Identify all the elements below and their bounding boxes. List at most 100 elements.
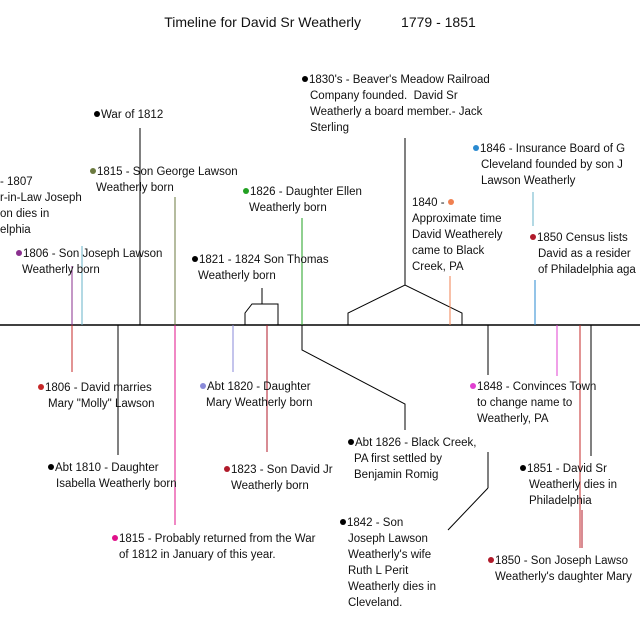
- event-black-creek-line3: Benjamin Romig: [354, 469, 439, 481]
- event-dau-isabella-line2: Isabella Weatherly born: [56, 478, 177, 490]
- event-son-joseph-line1: 1806 - Son Joseph Lawson: [23, 248, 163, 260]
- event-wife-dies-line6: Cleveland.: [348, 597, 403, 609]
- event-dau-ellen-line2: Weatherly born: [249, 202, 327, 214]
- event-son-david-jr: 1823 - Son David Jr Weatherly born: [224, 462, 333, 494]
- event-insurance-line3: Lawson Weatherly: [481, 175, 576, 187]
- event-war1812: War of 1812: [94, 107, 163, 123]
- event-town-dot: [470, 383, 476, 389]
- event-death1851-dot: [520, 465, 526, 471]
- event-death1851-line3: Philadelphia: [529, 495, 592, 507]
- event-dau-isabella: Abt 1810 - Daughter Isabella Weatherly bo…: [48, 460, 177, 492]
- event-insurance-line1: 1846 - Insurance Board of G: [480, 143, 626, 155]
- event-married-line2: Mary "Molly" Lawson: [48, 398, 155, 410]
- event-son-joseph: 1806 - Son Joseph Lawson Weatherly born: [16, 246, 162, 278]
- connector-black-creek: [301, 325, 406, 430]
- event-dau-mary-line2: Mary Weatherly born: [206, 397, 313, 409]
- event-son-george-dot: [90, 168, 96, 174]
- event-war1812-dot: [94, 111, 100, 117]
- event-son-david-jr-dot: [224, 466, 230, 472]
- event-census1850-line3: of Philadelphia aga: [538, 264, 636, 276]
- event-wife-dies-line2: Joseph Lawson: [348, 533, 428, 545]
- event-came1840-dot: [447, 199, 454, 205]
- event-returned: 1815 - Probably returned from the War of …: [112, 531, 315, 563]
- event-dau-ellen: 1826 - Daughter Ellen Weatherly born: [243, 184, 362, 216]
- event-census1850: 1850 Census lists David as a resider of Ph…: [530, 230, 636, 278]
- event-wife-dies-line4: Ruth L Perit: [348, 565, 409, 577]
- event-census1850-dot: [530, 234, 536, 240]
- event-railroad-line4: Sterling: [310, 122, 349, 134]
- event-son-david-jr-line1: 1823 - Son David Jr: [231, 464, 333, 476]
- event-wife-dies-line5: Weatherly dies in: [348, 581, 436, 593]
- event-came1840-line1: 1840 -: [412, 197, 445, 209]
- event-inlaw-line4: elphia: [0, 224, 31, 236]
- page-title: Timeline for David Sr Weatherly 1779 - 18…: [0, 14, 640, 30]
- event-railroad-dot: [302, 76, 308, 82]
- event-black-creek-dot: [348, 439, 354, 445]
- event-came1840-line2: Approximate time: [412, 213, 502, 225]
- event-death1851-line2: Weatherly dies in: [529, 479, 617, 491]
- event-inlaw: - 1807 r-in-Law Joseph on dies in elphia: [0, 174, 82, 238]
- event-insurance-dot: [473, 145, 479, 151]
- event-dau-mary: Abt 1820 - Daughter Mary Weatherly born: [200, 379, 313, 411]
- event-war1812-line1: War of 1812: [101, 109, 164, 121]
- event-married-line1: 1806 - David marries: [45, 382, 152, 394]
- event-son-joseph-dot: [16, 250, 22, 256]
- event-married: 1806 - David marries Mary "Molly" Lawson: [38, 380, 155, 412]
- event-railroad-line2: Company founded. David Sr: [310, 90, 458, 102]
- event-town-line3: Weatherly, PA: [477, 413, 549, 425]
- event-returned-dot: [112, 535, 118, 541]
- event-town-line2: to change name to: [477, 397, 573, 409]
- event-town: 1848 - Convinces Town to change name to We…: [470, 379, 596, 427]
- event-dau-ellen-line1: 1826 - Daughter Ellen: [250, 186, 362, 198]
- connector-railroad-bracket: [347, 284, 463, 325]
- event-black-creek: Abt 1826 - Black Creek, PA first settled …: [348, 435, 476, 483]
- event-railroad-line1: 1830's - Beaver's Meadow Railroad: [309, 74, 490, 86]
- event-married-dot: [38, 384, 44, 390]
- event-wife-dies-line3: Weatherly's wife: [348, 549, 432, 561]
- event-son-joseph-line2: Weatherly born: [22, 264, 100, 276]
- event-dau-isabella-dot: [48, 464, 54, 470]
- event-inlaw-line1: - 1807: [0, 176, 33, 188]
- connector-son-thomas: [244, 303, 279, 325]
- event-inlaw-line2: r-in-Law Joseph: [0, 192, 82, 204]
- event-returned-line1: 1815 - Probably returned from the War: [119, 533, 316, 545]
- event-insurance-line2: Cleveland founded by son J: [481, 159, 623, 171]
- event-insurance: 1846 - Insurance Board of G Cleveland fou…: [473, 141, 625, 189]
- event-returned-line2: of 1812 in January of this year.: [119, 549, 276, 561]
- event-granddaughter-line1: 1850 - Son Joseph Lawso: [495, 555, 628, 567]
- event-came1840: 1840 - Approximate time David Weatherely c…: [412, 195, 503, 275]
- event-dau-isabella-line1: Abt 1810 - Daughter: [55, 462, 159, 474]
- event-black-creek-line2: PA first settled by: [354, 453, 442, 465]
- event-inlaw-line3: on dies in: [0, 208, 50, 220]
- event-granddaughter-line2: Weatherly's daughter Mary: [495, 571, 632, 583]
- event-town-line1: 1848 - Convinces Town: [477, 381, 597, 393]
- event-son-thomas-line2: Weatherly born: [198, 270, 276, 282]
- event-son-david-jr-line2: Weatherly born: [231, 480, 309, 492]
- event-dau-ellen-dot: [243, 188, 249, 194]
- event-came1840-line4: came to Black: [412, 245, 485, 257]
- event-death1851-line1: 1851 - David Sr: [527, 463, 607, 475]
- event-son-george-line1: 1815 - Son George Lawson: [97, 166, 238, 178]
- event-wife-dies: 1842 - Son Joseph Lawson Weatherly's wife R…: [340, 515, 436, 611]
- event-railroad: 1830's - Beaver's Meadow Railroad Company…: [302, 72, 490, 136]
- event-railroad-line3: Weatherly a board member.- Jack: [310, 106, 483, 118]
- title-name: Timeline for David Sr Weatherly: [164, 14, 362, 30]
- connector-wife-dies-diag: [447, 487, 489, 531]
- event-son-thomas-dot: [192, 256, 198, 262]
- event-came1840-line3: David Weatherely: [412, 229, 503, 241]
- event-dau-mary-dot: [200, 383, 206, 389]
- event-census1850-line2: David as a resider: [538, 248, 631, 260]
- event-son-george: 1815 - Son George Lawson Weatherly born: [90, 164, 238, 196]
- event-came1840-line5: Creek, PA: [412, 261, 464, 273]
- event-wife-dies-line1: 1842 - Son: [347, 517, 404, 529]
- event-wife-dies-dot: [340, 519, 346, 525]
- event-death1851: 1851 - David Sr Weatherly dies in Philadel…: [520, 461, 617, 509]
- event-son-thomas: 1821 - 1824 Son Thomas Weatherly born: [192, 252, 329, 284]
- event-granddaughter: 1850 - Son Joseph Lawso Weatherly's daugh…: [488, 553, 632, 585]
- event-black-creek-line1: Abt 1826 - Black Creek,: [355, 437, 477, 449]
- event-son-george-line2: Weatherly born: [96, 182, 174, 194]
- event-granddaughter-dot: [488, 557, 494, 563]
- event-census1850-line1: 1850 Census lists: [537, 232, 628, 244]
